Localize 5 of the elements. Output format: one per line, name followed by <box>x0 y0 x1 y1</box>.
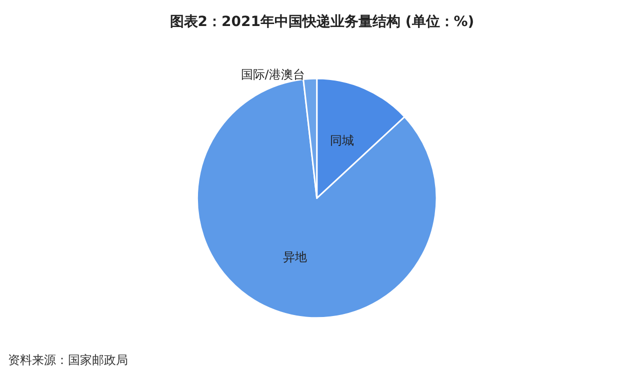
slice-label: 国际/港澳台 <box>240 68 305 82</box>
chart-title: 图表2：2021年中国快递业务量结构 (单位：%) <box>170 13 474 30</box>
slice-label: 同城 <box>330 134 354 148</box>
slice-label: 异地 <box>283 250 308 264</box>
text: 资料来源：国家邮政局 <box>8 353 128 367</box>
